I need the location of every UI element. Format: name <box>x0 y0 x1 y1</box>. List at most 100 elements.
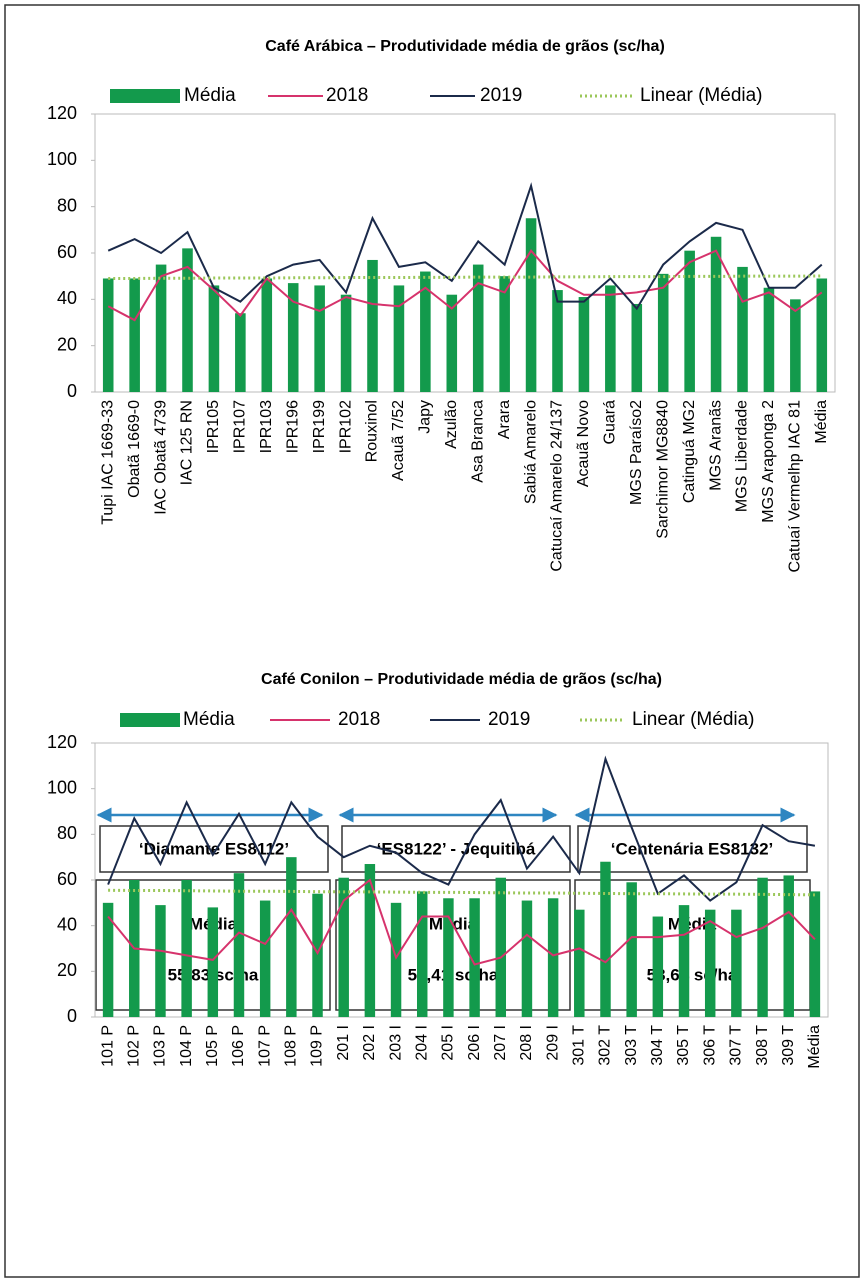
bar <box>737 266 748 392</box>
bar <box>652 916 664 1017</box>
bar <box>525 218 537 392</box>
x-tick-label: 106 P <box>230 1025 247 1067</box>
y-tick-label: 120 <box>47 732 77 752</box>
group-name: ‘Diamante ES8112’ <box>139 839 289 858</box>
legend-swatch <box>110 89 180 103</box>
bar <box>552 290 563 392</box>
x-tick-label: IPR199 <box>311 400 328 453</box>
bar <box>495 877 507 1017</box>
legend-label: Linear (Média) <box>632 709 755 730</box>
x-tick-label: 108 P <box>283 1025 300 1067</box>
bar <box>286 857 297 1017</box>
x-tick-label: 305 T <box>675 1025 692 1066</box>
bar <box>600 861 611 1017</box>
group-name: ‘ES8122’ - Jequitibá <box>377 839 536 858</box>
bar <box>181 880 192 1017</box>
x-tick-label: Acauã Novo <box>575 400 592 487</box>
legend-label: 2018 <box>338 709 380 730</box>
bar <box>605 285 616 392</box>
x-tick-label: Arara <box>496 400 513 439</box>
bar <box>314 285 325 392</box>
plot-area <box>94 113 836 393</box>
x-tick-label: 302 T <box>597 1025 614 1066</box>
line <box>107 249 823 322</box>
bar <box>340 294 352 392</box>
x-tick-label: Média <box>806 1025 823 1069</box>
x-tick-label: 304 T <box>649 1025 666 1066</box>
group-box <box>99 825 329 873</box>
x-tick-label: 208 I <box>518 1025 535 1061</box>
x-tick-label: Tupi IAC 1669-33 <box>99 400 116 525</box>
x-tick-label: Catucaí Amarelo 24/137 <box>549 400 566 572</box>
bar <box>338 877 349 1017</box>
x-tick-label: Azulão <box>443 400 460 449</box>
x-tick-label: 109 P <box>309 1025 326 1067</box>
bar <box>235 313 246 392</box>
bar <box>631 303 643 392</box>
bar <box>547 898 559 1017</box>
x-tick-label: Rouxinol <box>364 400 381 462</box>
x-tick-label: 105 P <box>204 1025 221 1067</box>
bar <box>469 898 480 1017</box>
x-tick-label: 204 I <box>413 1025 430 1061</box>
legend-label: 2019 <box>480 85 522 106</box>
bar <box>816 278 828 392</box>
line <box>107 755 816 902</box>
bar <box>757 877 768 1017</box>
bar <box>390 902 402 1017</box>
x-tick-label: 107 P <box>256 1025 273 1067</box>
x-tick-label: IAC 125 RN <box>179 400 196 485</box>
x-tick-label: Sarchimor MG8840 <box>654 400 671 539</box>
x-tick-label: 101 P <box>99 1025 116 1067</box>
bar <box>129 278 140 392</box>
bar <box>208 285 220 392</box>
bar <box>393 285 405 392</box>
bar <box>102 278 114 392</box>
x-tick-label: MGS Liberdade <box>734 400 751 512</box>
y-tick-label: 40 <box>57 914 77 934</box>
x-tick-label: MGS Paraíso2 <box>628 400 645 505</box>
x-tick-label: Catuaí Vermelhp IAC 81 <box>787 400 804 573</box>
x-tick-label: 301 T <box>571 1025 588 1066</box>
x-tick-label: 309 T <box>780 1025 797 1066</box>
y-tick-label: 60 <box>57 242 77 262</box>
bar <box>364 864 376 1017</box>
legend-label: Média <box>184 85 236 106</box>
bar <box>790 299 801 392</box>
legend-label: 2018 <box>326 85 368 106</box>
x-tick-label: 104 P <box>178 1025 195 1067</box>
y-tick-label: 60 <box>57 869 77 889</box>
bar <box>809 891 821 1017</box>
bar <box>499 276 510 392</box>
y-tick-label: 80 <box>57 823 77 843</box>
bar <box>287 283 299 392</box>
x-tick-label: MGS Araponga 2 <box>760 400 777 523</box>
x-tick-label: Acauã 7/52 <box>390 400 407 481</box>
x-tick-label: 202 I <box>361 1025 378 1061</box>
bar <box>367 259 378 392</box>
x-tick-label: 201 I <box>335 1025 352 1061</box>
bar <box>446 294 458 392</box>
x-tick-label: IPR102 <box>337 400 354 453</box>
chart-title: Café Conilon – Produtividade média de gr… <box>261 671 662 688</box>
x-tick-label: Obatã 1669-0 <box>126 400 143 498</box>
trend-line <box>108 888 815 897</box>
y-tick-label: 80 <box>57 195 77 215</box>
bar <box>684 250 695 392</box>
y-tick-label: 0 <box>67 1006 77 1026</box>
line <box>107 878 816 966</box>
legend-swatch <box>120 713 180 727</box>
x-tick-label: IPR196 <box>284 400 301 453</box>
bar <box>578 297 590 392</box>
legend-label: Média <box>183 709 235 730</box>
outer-border <box>4 4 860 1278</box>
bar <box>259 900 271 1017</box>
x-tick-label: MGS Aranãs <box>707 400 724 491</box>
bar <box>472 264 484 392</box>
bar <box>102 902 114 1017</box>
x-tick-label: IAC Obatã 4739 <box>152 400 169 515</box>
x-tick-label: 308 T <box>754 1025 771 1066</box>
x-tick-label: 307 T <box>728 1025 745 1066</box>
